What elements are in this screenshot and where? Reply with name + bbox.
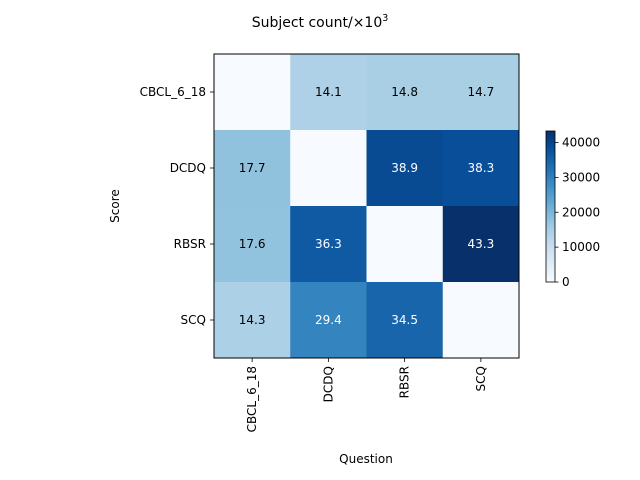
colorbar-tick-label: 20000 xyxy=(562,205,600,219)
x-tick-label: SCQ xyxy=(474,366,488,391)
heatmap-cell xyxy=(290,206,367,283)
heatmap-cell xyxy=(214,282,291,359)
cell-value-label: 36.3 xyxy=(315,237,342,251)
cell-value-label: 14.7 xyxy=(468,85,495,99)
x-tick-label: RBSR xyxy=(398,366,412,398)
heatmap-cell xyxy=(366,130,444,207)
heatmap-cell xyxy=(214,54,291,131)
x-tick-label: DCDQ xyxy=(321,366,335,402)
colorbar-tick-label: 30000 xyxy=(562,170,600,184)
colorbar-ticks: 0 10000 20000 30000 40000 xyxy=(555,136,600,289)
cell-value-label: 14.8 xyxy=(391,85,418,99)
cell-value-label: 34.5 xyxy=(391,313,418,327)
heatmap-cell xyxy=(442,130,520,207)
cell-value-label: 14.3 xyxy=(239,313,266,327)
heatmap-cell xyxy=(214,206,291,283)
plot-frame xyxy=(213,53,520,359)
heatmap-cell-labels: 14.1 14.8 14.7 17.7 38.9 38.3 17.6 36.3 43.3 14.3… xyxy=(239,85,494,327)
heatmap-cell xyxy=(290,54,367,131)
x-tick-label: CBCL_6_18 xyxy=(245,366,259,432)
chart-title: Subject count/×103 xyxy=(252,13,389,31)
y-tick-label: CBCL_6_18 xyxy=(140,85,206,99)
cell-value-label: 17.7 xyxy=(239,161,266,175)
heatmap-cell xyxy=(442,54,520,131)
heatmap-cell xyxy=(366,206,444,283)
x-axis-ticks: CBCL_6_18 DCDQ RBSR SCQ xyxy=(245,358,488,432)
heatmap-cell xyxy=(214,130,291,207)
colorbar xyxy=(545,130,556,283)
heatmap-cell xyxy=(290,282,367,359)
y-tick-label: DCDQ xyxy=(170,161,206,175)
y-axis-ticks: CBCL_6_18 DCDQ RBSR SCQ xyxy=(140,85,214,327)
heatmap-cell xyxy=(290,130,367,207)
heatmap-cell xyxy=(442,206,520,283)
cell-value-label: 14.1 xyxy=(315,85,342,99)
colorbar-tick-label: 40000 xyxy=(562,136,600,150)
cell-value-label: 38.3 xyxy=(468,161,495,175)
heatmap-cells xyxy=(214,54,520,359)
cell-value-label: 29.4 xyxy=(315,313,342,327)
cell-value-label: 38.9 xyxy=(391,161,418,175)
y-tick-label: RBSR xyxy=(174,237,206,251)
cell-value-label: 17.6 xyxy=(239,237,266,251)
colorbar-tick-label: 0 xyxy=(562,275,570,289)
y-axis-label: Score xyxy=(108,189,122,223)
heatmap-cell xyxy=(366,282,444,359)
x-axis-label: Question xyxy=(339,452,393,466)
cell-value-label: 43.3 xyxy=(468,237,495,251)
y-tick-label: SCQ xyxy=(181,313,206,327)
heatmap-cell xyxy=(442,282,520,359)
heatmap-cell xyxy=(366,54,444,131)
colorbar-tick-label: 10000 xyxy=(562,240,600,254)
